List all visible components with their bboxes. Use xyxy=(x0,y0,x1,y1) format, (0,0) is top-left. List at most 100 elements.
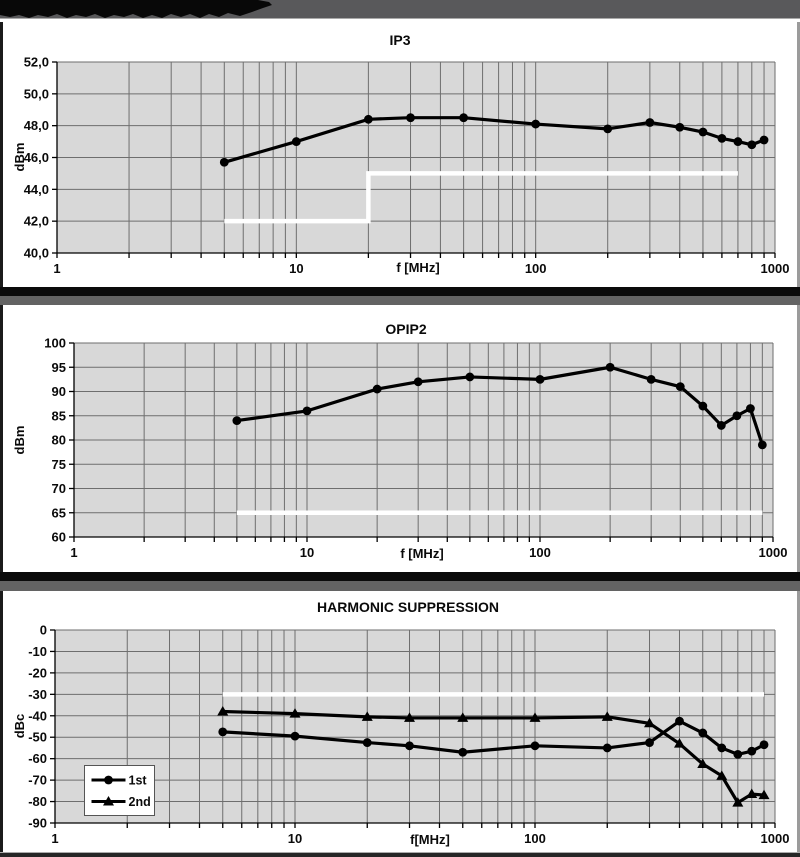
data-point-circle xyxy=(759,740,769,750)
data-point-circle xyxy=(759,135,769,145)
tick-labels: 100 95 90 85 80 75 70 65 60 1 10 100 1000 xyxy=(44,336,787,561)
series-1st xyxy=(218,716,769,759)
data-point-circle xyxy=(698,728,708,738)
tick-label: 52,0 xyxy=(24,55,49,70)
tick-label: 10 xyxy=(288,831,302,846)
tick-label: -70 xyxy=(28,773,47,788)
data-point-triangle xyxy=(361,711,373,721)
data-point-circle xyxy=(602,743,612,753)
data-point-circle xyxy=(675,122,685,132)
data-point-circle xyxy=(413,377,423,387)
data-point-circle xyxy=(698,401,708,411)
data-point-circle xyxy=(732,411,742,421)
data-point-circle xyxy=(459,113,469,123)
chart-title-opip2: OPIP2 xyxy=(385,321,427,337)
data-point-circle xyxy=(717,134,727,143)
legend: 1st 2nd xyxy=(84,765,155,816)
tick-label: 75 xyxy=(52,457,66,472)
data-point-circle xyxy=(747,746,757,756)
data-point-circle xyxy=(302,406,312,416)
tick-label: -50 xyxy=(28,730,47,745)
tick-label: 1000 xyxy=(761,831,790,846)
tick-labels: 52,0 50,0 48,0 46,0 44,0 42,0 40,0 1 10 100 1000 xyxy=(24,55,790,277)
chart-title-ip3: IP3 xyxy=(389,32,411,48)
tick-label: -40 xyxy=(28,708,47,723)
data-point-triangle xyxy=(289,708,301,718)
chart-panel-opip2: OPIP2 dBm f [MHz] 100 95 90 85 80 75 70 65 60 1 10… xyxy=(0,305,800,572)
data-point-circle xyxy=(675,382,685,392)
tick-label: 65 xyxy=(52,505,66,520)
chart-panel-ip3: IP3 dBm f [MHz] 52,0 50,0 48,0 46,0 44,0 42,0… xyxy=(0,22,800,287)
tick-label: 0 xyxy=(40,623,47,638)
separator-black-stripe xyxy=(0,572,800,581)
tick-label: 100 xyxy=(524,831,546,846)
data-point-triangle xyxy=(644,717,656,728)
data-point-circle xyxy=(733,137,743,146)
axes xyxy=(50,629,776,828)
plot-area xyxy=(55,630,775,823)
data-point-circle xyxy=(716,421,726,430)
tick-label: 1000 xyxy=(759,545,788,560)
tick-label: 100 xyxy=(44,336,66,351)
chart-panel-harmonic-suppression: HARMONIC SUPPRESSION dBc f[MHz] 0 -10 -20 -… xyxy=(0,591,800,852)
axes xyxy=(69,342,774,542)
gridlines xyxy=(54,629,776,824)
tick-labels: 0 -10 -20 -30 -40 -50 -60 -70 -80 -90 1 10 100 1000 xyxy=(28,623,789,847)
torn-paper-banner xyxy=(0,0,272,18)
series-2nd xyxy=(217,705,770,807)
data-point-circle xyxy=(104,775,113,785)
data-point-triangle xyxy=(601,711,613,721)
data-point-triangle xyxy=(529,712,541,722)
data-point-circle xyxy=(531,119,541,129)
tick-label: -20 xyxy=(28,665,47,680)
data-point-circle xyxy=(746,404,755,413)
tick-label: -80 xyxy=(28,794,47,809)
tick-label: 80 xyxy=(52,433,66,448)
separator-bar xyxy=(0,287,800,305)
tick-label: 46,0 xyxy=(24,150,49,165)
data-point-circle xyxy=(645,118,655,127)
chart-canvas-harmonic-suppression: 0 -10 -20 -30 -40 -50 -60 -70 -80 -90 1 10 100 1000 1s… xyxy=(28,623,789,847)
separator-black-stripe xyxy=(0,287,800,296)
tick-label: 95 xyxy=(52,360,66,375)
tick-label: 1000 xyxy=(761,261,790,276)
data-point-circle xyxy=(465,372,475,382)
tick-label: -90 xyxy=(28,816,47,831)
data-point-circle xyxy=(406,113,415,123)
separator-gray-stripe xyxy=(0,581,800,591)
data-point-triangle xyxy=(457,712,469,722)
data-point-circle xyxy=(405,741,414,751)
data-point-triangle xyxy=(404,712,416,722)
data-point-circle xyxy=(219,157,229,167)
data-point-circle xyxy=(733,749,743,759)
separator-bar xyxy=(0,572,800,591)
tick-label: 1 xyxy=(70,545,77,560)
data-point-circle xyxy=(675,716,684,726)
data-point-circle xyxy=(646,374,656,384)
tick-label: 60 xyxy=(52,530,66,545)
data-point-circle xyxy=(535,374,545,384)
data-point-triangle xyxy=(732,797,744,807)
legend-box xyxy=(84,765,155,816)
tick-label: 70 xyxy=(52,481,66,496)
data-point-triangle xyxy=(673,738,685,748)
torn-paper-shape xyxy=(0,0,272,18)
data-point-triangle xyxy=(758,789,770,800)
tick-label: 48,0 xyxy=(24,118,49,133)
bottom-border-bar xyxy=(0,852,800,857)
legend-label: 1st xyxy=(129,774,148,788)
data-point-circle xyxy=(232,416,242,425)
chart-title-harmonic-suppression: HARMONIC SUPPRESSION xyxy=(316,599,500,615)
y-axis-label-harmonic-suppression: dBc xyxy=(12,713,27,739)
data-point-circle xyxy=(645,738,654,747)
spec-limit-line xyxy=(224,171,738,224)
data-point-circle xyxy=(757,440,767,450)
tick-label: 85 xyxy=(52,408,66,423)
data-point-circle xyxy=(530,741,540,751)
tick-label: 40,0 xyxy=(24,246,49,261)
data-point-circle xyxy=(605,362,615,372)
series-IP3 xyxy=(219,113,769,167)
data-point-triangle xyxy=(716,770,728,780)
data-point-circle xyxy=(717,743,727,753)
series-line xyxy=(222,709,765,805)
